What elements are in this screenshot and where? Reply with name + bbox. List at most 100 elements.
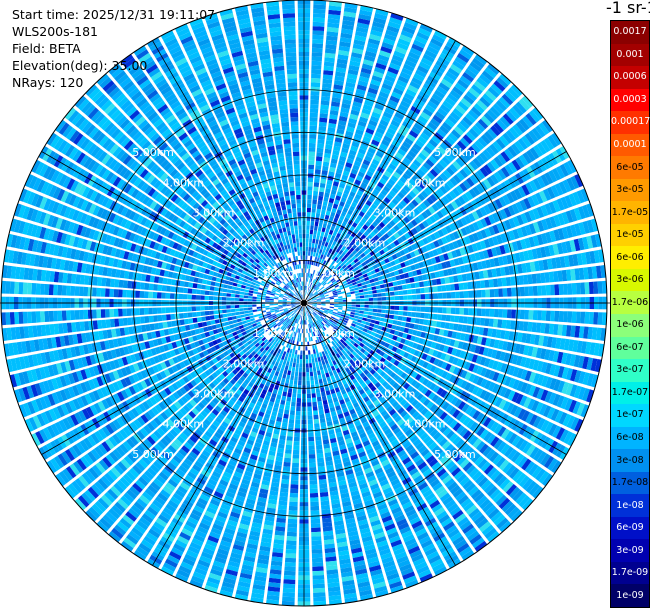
range-gate: [312, 303, 317, 305]
range-gate: [329, 110, 339, 116]
range-gate: [340, 257, 346, 262]
range-gate: [306, 229, 310, 234]
range-gate: [411, 77, 423, 86]
range-gate: [412, 270, 418, 277]
range-gate: [349, 450, 357, 457]
range-gate: [400, 234, 407, 242]
range-gate: [554, 183, 564, 196]
range-gate: [372, 463, 382, 471]
range-gate: [531, 273, 537, 284]
range-gate: [329, 300, 335, 303]
range-gate: [306, 281, 308, 286]
range-gate: [332, 289, 337, 293]
range-gate: [528, 358, 536, 370]
range-gate: [563, 431, 573, 445]
range-gate: [383, 208, 390, 215]
range-gate: [407, 512, 419, 522]
range-gate: [405, 181, 414, 190]
range-gate: [321, 321, 325, 326]
range-gate: [354, 252, 360, 258]
range-gate: [372, 327, 378, 333]
range-gate: [368, 38, 381, 46]
range-gate: [404, 59, 417, 68]
range-gate: [305, 268, 307, 273]
range-gate: [537, 374, 545, 386]
range-gate: [350, 231, 357, 238]
range-gate: [358, 275, 364, 280]
range-gate: [317, 282, 321, 287]
range-gate: [536, 417, 546, 430]
range-gate: [396, 395, 404, 403]
range-gate: [580, 404, 590, 418]
range-gate: [372, 70, 384, 79]
range-gate: [452, 488, 464, 498]
range-gate: [334, 387, 340, 393]
range-gate: [441, 285, 447, 292]
range-gate: [394, 296, 400, 301]
range-gate: [468, 450, 478, 460]
range-gate: [459, 137, 470, 148]
range-gate: [312, 322, 316, 327]
range-gate: [393, 286, 399, 291]
range-gate: [369, 375, 376, 382]
range-gate: [405, 17, 419, 27]
range-gate: [441, 195, 450, 205]
range-gate: [309, 134, 317, 139]
range-gate: [546, 407, 556, 420]
range-gate: [308, 286, 311, 291]
range-gate: [447, 203, 455, 212]
range-gate: [371, 75, 383, 83]
range-gate: [540, 361, 548, 373]
range-gate: [357, 243, 364, 250]
range-gate: [296, 398, 301, 403]
range-gate: [566, 415, 576, 429]
range-gate: [313, 414, 319, 420]
range-gate: [422, 108, 433, 117]
range-gate: [475, 412, 485, 423]
range-gate: [452, 60, 465, 71]
range-gate: [311, 306, 316, 310]
range-gate: [368, 275, 374, 280]
range-gate: [321, 395, 327, 401]
range-gate: [508, 230, 516, 241]
range-gate: [353, 274, 359, 279]
range-gate: [291, 366, 296, 372]
range-gate: [532, 221, 541, 233]
range-gate: [327, 367, 332, 373]
range-gate: [325, 324, 329, 328]
range-gate: [311, 69, 322, 75]
range-gate: [445, 315, 451, 322]
range-gate: [466, 419, 475, 429]
range-gate: [518, 154, 529, 167]
range-gate: [309, 269, 312, 274]
range-gate: [311, 544, 323, 550]
range-gate: [378, 377, 386, 385]
range-gate: [325, 247, 330, 253]
range-gate: [430, 181, 439, 190]
range-gate: [314, 309, 319, 313]
range-gate: [310, 225, 314, 230]
range-gate: [426, 258, 433, 266]
range-gate: [404, 260, 410, 267]
range-gate: [487, 86, 500, 98]
range-gate: [310, 492, 319, 498]
range-gate: [455, 491, 466, 502]
range-gate: [455, 185, 464, 195]
range-gate: [393, 232, 400, 239]
range-gate: [312, 298, 317, 301]
range-gate: [284, 566, 296, 572]
range-gate: [462, 523, 475, 534]
range-gate: [307, 305, 311, 309]
range-gate: [499, 73, 512, 86]
range-gate: [459, 182, 468, 192]
range-gate: [347, 446, 356, 453]
range-gate: [310, 86, 320, 92]
range-gate: [311, 247, 314, 252]
range-gate: [400, 279, 406, 285]
range-gate: [386, 431, 394, 440]
range-gate: [349, 288, 355, 292]
range-gate: [428, 250, 435, 258]
range-gate: [400, 262, 406, 268]
range-gate: [309, 255, 313, 261]
range-gate: [471, 354, 478, 363]
